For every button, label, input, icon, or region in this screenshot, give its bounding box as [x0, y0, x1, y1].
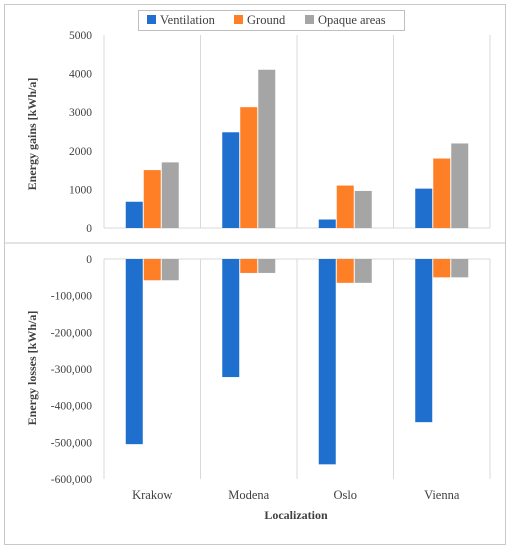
gains-bar-ground-vienna [433, 158, 451, 228]
losses-y-tick-label: -600,000 [51, 474, 92, 486]
losses-bar-ground-krakow [143, 259, 161, 281]
legend-box [138, 10, 405, 31]
gains-bar-ventilation-oslo [318, 219, 336, 228]
losses-bar-ventilation-vienna [415, 259, 433, 423]
losses-bar-ground-oslo [336, 259, 354, 283]
gains-y-tick-label: 0 [86, 223, 92, 235]
gains-bar-ventilation-vienna [415, 188, 433, 228]
category-label-modena: Modena [228, 488, 269, 502]
gains-bar-ground-modena [240, 107, 258, 228]
losses-y-tick-label: -500,000 [51, 437, 92, 449]
losses-bar-ventilation-krakow [125, 259, 143, 445]
losses-bar-ventilation-oslo [318, 259, 336, 465]
category-label-krakow: Krakow [132, 488, 172, 502]
losses-bar-ground-modena [240, 259, 258, 273]
legend-label-ground: Ground [247, 13, 286, 27]
losses-bar-ventilation-modena [222, 259, 240, 378]
losses-y-tick-label: 0 [86, 254, 92, 266]
gains-y-tick-label: 1000 [69, 184, 92, 196]
losses-y-axis-title: Energy losses [kWh/a] [25, 311, 39, 426]
gains-bar-ventilation-krakow [125, 201, 143, 228]
gains-bar-ground-krakow [143, 170, 161, 228]
losses-bar-opaque-areas-modena [258, 259, 276, 273]
category-label-vienna: Vienna [424, 488, 460, 502]
gains-bar-opaque-areas-krakow [161, 162, 179, 228]
legend-swatch-ground [234, 15, 243, 24]
gains-panel: 0 1000 2000 3000 4000 5000 [69, 30, 491, 235]
gains-y-tick-label: 3000 [69, 107, 92, 119]
losses-bar-opaque-areas-vienna [451, 259, 469, 278]
losses-bar-opaque-areas-oslo [354, 259, 372, 283]
gains-bar-opaque-areas-modena [258, 69, 276, 229]
gains-y-tick-label: 4000 [69, 69, 92, 81]
legend-label-ventilation: Ventilation [160, 13, 216, 27]
x-axis-title: Localization [264, 508, 328, 522]
gains-y-tick-label: 2000 [69, 146, 92, 158]
category-label-oslo: Oslo [333, 488, 357, 502]
legend: Ventilation Ground Opaque areas [138, 10, 405, 31]
category-axis-labels: Krakow Modena Oslo Vienna [132, 488, 460, 502]
gains-y-tick-label: 5000 [69, 30, 92, 42]
gains-bar-opaque-areas-oslo [354, 190, 372, 228]
losses-panel: 0 -100,000 -200,000 -300,000 -400,000 -500,00… [51, 254, 491, 486]
gains-bar-ground-oslo [336, 185, 354, 228]
gains-bar-ventilation-modena [222, 132, 240, 228]
losses-y-tick-label: -200,000 [51, 327, 92, 339]
gains-bar-opaque-areas-vienna [451, 143, 469, 228]
losses-bar-ground-vienna [433, 259, 451, 278]
legend-label-opaque-areas: Opaque areas [318, 13, 386, 27]
losses-y-tick-label: -100,000 [51, 291, 92, 303]
losses-y-tick-label: -400,000 [51, 401, 92, 413]
legend-swatch-ventilation [147, 15, 156, 24]
legend-swatch-opaque-areas [305, 15, 314, 24]
gains-y-axis-title: Energy gains [kWh/a] [25, 78, 39, 191]
losses-bar-opaque-areas-krakow [161, 259, 179, 281]
losses-y-tick-label: -300,000 [51, 364, 92, 376]
